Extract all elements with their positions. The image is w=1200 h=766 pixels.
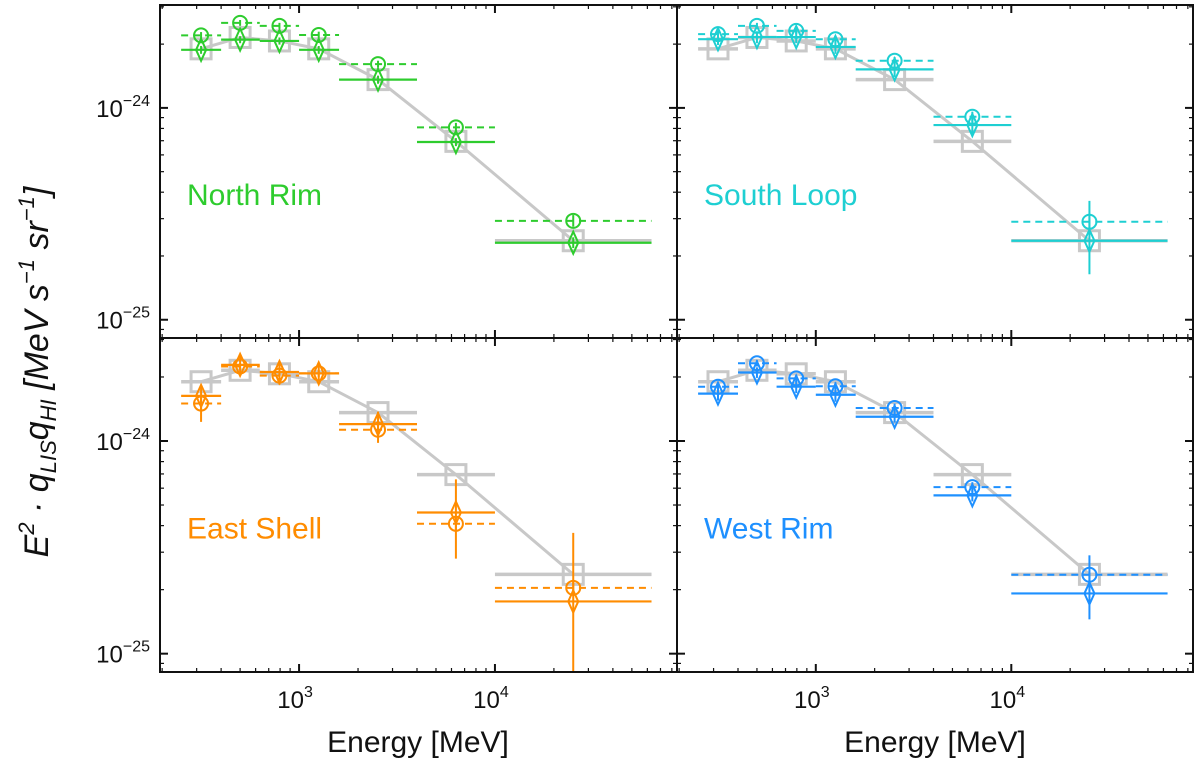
- plot-area-east-shell: [181, 351, 652, 672]
- diamond-marker: [273, 358, 286, 386]
- y-axis-title: E2 · qLISqHI [MeV s−1 sr−1]: [14, 185, 61, 557]
- panels: North Rim 10−24 10−25 South Loop East Shell 1…: [96, 4, 1194, 714]
- circle-marker: [193, 27, 210, 44]
- diamond-marker: [750, 23, 764, 51]
- circle-marker: [310, 26, 327, 43]
- y-tick-label: 10−24: [96, 426, 150, 456]
- diamond-marker: [1083, 580, 1096, 607]
- diamond-marker: [194, 36, 208, 64]
- diamond-marker: [371, 410, 385, 438]
- panel-label-north-rim: North Rim: [187, 179, 322, 212]
- diamond-marker: [194, 382, 208, 410]
- x-axis-title-left: Energy [MeV]: [327, 726, 509, 759]
- diamond-marker: [829, 381, 842, 409]
- x-axis-title-right: Energy [MeV]: [844, 726, 1026, 759]
- panel-label-south-loop: South Loop: [704, 179, 857, 212]
- panel-label-east-shell: East Shell: [187, 512, 322, 545]
- plot-area-south-loop: [698, 17, 1168, 275]
- diamond-marker: [1083, 227, 1096, 255]
- panel-west-rim: West Rim 103 104: [676, 337, 1194, 714]
- diamond-marker: [711, 25, 725, 53]
- diamond-marker: [234, 351, 247, 379]
- plot-area-west-rim: [698, 355, 1168, 620]
- diamond-marker: [966, 111, 979, 139]
- diamond-marker: [829, 33, 842, 61]
- x-tick-label: 103: [277, 684, 313, 714]
- circle-marker: [271, 17, 288, 34]
- circle-marker: [447, 119, 464, 136]
- plot-area-north-rim: [181, 14, 652, 257]
- y-tick-label: 10−25: [96, 639, 150, 669]
- diamond-marker: [449, 499, 463, 526]
- diamond-marker: [567, 588, 580, 615]
- diamond-marker: [750, 359, 764, 386]
- diamond-marker: [449, 128, 463, 156]
- diamond-marker: [790, 23, 803, 51]
- x-tick-label: 104: [473, 684, 509, 714]
- x-tick-label: 104: [989, 684, 1025, 714]
- diamond-marker: [234, 26, 247, 54]
- diamond-marker: [312, 36, 325, 64]
- diamond-marker: [711, 380, 725, 408]
- circle-marker: [370, 56, 387, 73]
- y-axis-title-text: E2 · qLISqHI [MeV s−1 sr−1]: [14, 185, 61, 557]
- diamond-marker: [312, 359, 325, 387]
- x-tick-label: 103: [794, 684, 830, 714]
- panel-east-shell: East Shell 10−24 10−25 103 104: [96, 337, 678, 714]
- diamond-marker: [273, 27, 286, 55]
- diamond-marker: [966, 481, 979, 509]
- y-tick-label: 10−24: [96, 93, 150, 123]
- diamond-marker: [888, 55, 901, 83]
- diamond-marker: [790, 373, 803, 401]
- y-tick-label: 10−25: [96, 305, 150, 335]
- diamond-marker: [371, 66, 385, 94]
- diamond-marker: [888, 403, 901, 431]
- panel-label-west-rim: West Rim: [704, 512, 833, 545]
- diamond-marker: [567, 229, 580, 257]
- circle-marker: [565, 212, 582, 229]
